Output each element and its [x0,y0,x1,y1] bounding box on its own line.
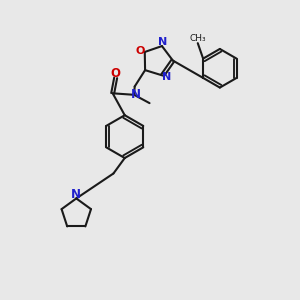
Text: N: N [162,72,172,82]
Text: N: N [130,88,141,101]
Text: CH₃: CH₃ [190,34,206,43]
Text: O: O [135,46,144,56]
Text: N: N [158,37,167,47]
Text: N: N [71,188,81,201]
Text: O: O [110,68,120,80]
